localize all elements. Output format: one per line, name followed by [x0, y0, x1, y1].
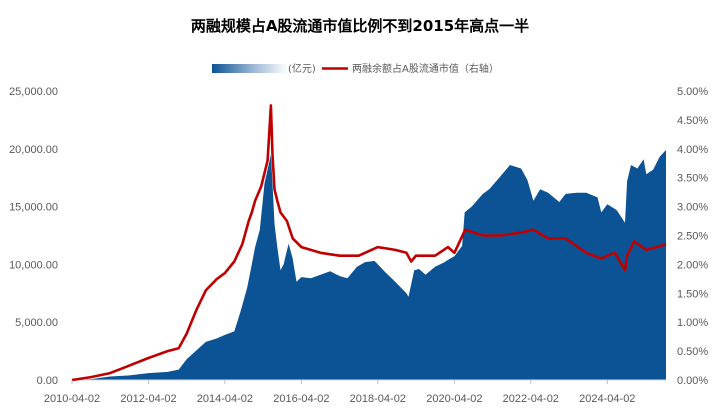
- y-axis-left: 0.00 5,000.00 10,000.00 15,000.00 20,000.00 2…: [9, 86, 58, 387]
- legend: (亿元) 两融余额占A股流通市值（右轴）: [212, 62, 499, 75]
- y-right-tick-label: 0.00%: [677, 375, 708, 387]
- x-tick-label: 2012-04-02: [120, 393, 176, 405]
- line-series-ratio: [71, 104, 667, 382]
- legend-area-swatch: [212, 64, 288, 73]
- x-tick-label: 2022-04-02: [503, 393, 559, 405]
- plot-area: [71, 104, 667, 382]
- y-right-tick-label: 4.00%: [677, 144, 708, 156]
- legend-area-label: (亿元): [288, 62, 316, 75]
- y-right-tick-label: 5.00%: [677, 86, 708, 98]
- legend-line-label: 两融余额占A股流通市值（右轴）: [352, 62, 499, 75]
- y-right-tick-label: 4.50%: [677, 115, 708, 127]
- y-right-tick-label: 1.50%: [677, 288, 708, 300]
- y-left-tick-label: 10,000.00: [9, 259, 58, 271]
- y-left-tick-label: 20,000.00: [9, 144, 58, 156]
- chart-title: 两融规模占A股流通市值比例不到2015年高点一半: [191, 17, 529, 35]
- x-tick-label: 2018-04-02: [350, 393, 406, 405]
- x-axis: 2010-04-02 2012-04-02 2014-04-02 2016-04-02…: [44, 380, 635, 405]
- y-right-tick-label: 2.50%: [677, 231, 708, 243]
- y-right-tick-label: 2.00%: [677, 259, 708, 271]
- x-tick-label: 2010-04-02: [44, 393, 100, 405]
- y-right-tick-label: 3.50%: [677, 173, 708, 185]
- y-right-tick-label: 0.50%: [677, 346, 708, 358]
- y-right-tick-label: 1.00%: [677, 317, 708, 329]
- x-tick-label: 2020-04-02: [426, 393, 482, 405]
- x-tick-label: 2024-04-02: [579, 393, 635, 405]
- y-left-tick-label: 25,000.00: [9, 86, 58, 98]
- x-tick-label: 2016-04-02: [273, 393, 329, 405]
- y-left-tick-label: 15,000.00: [9, 202, 58, 214]
- area-series-margin-balance: [72, 150, 666, 380]
- y-left-tick-label: 0.00: [37, 375, 58, 387]
- y-left-tick-label: 5,000.00: [15, 317, 58, 329]
- x-tick-label: 2014-04-02: [197, 393, 253, 405]
- y-axis-right: 0.00% 0.50% 1.00% 1.50% 2.00% 2.50% 3.00% 3.50%…: [677, 86, 708, 387]
- y-right-tick-label: 3.00%: [677, 202, 708, 214]
